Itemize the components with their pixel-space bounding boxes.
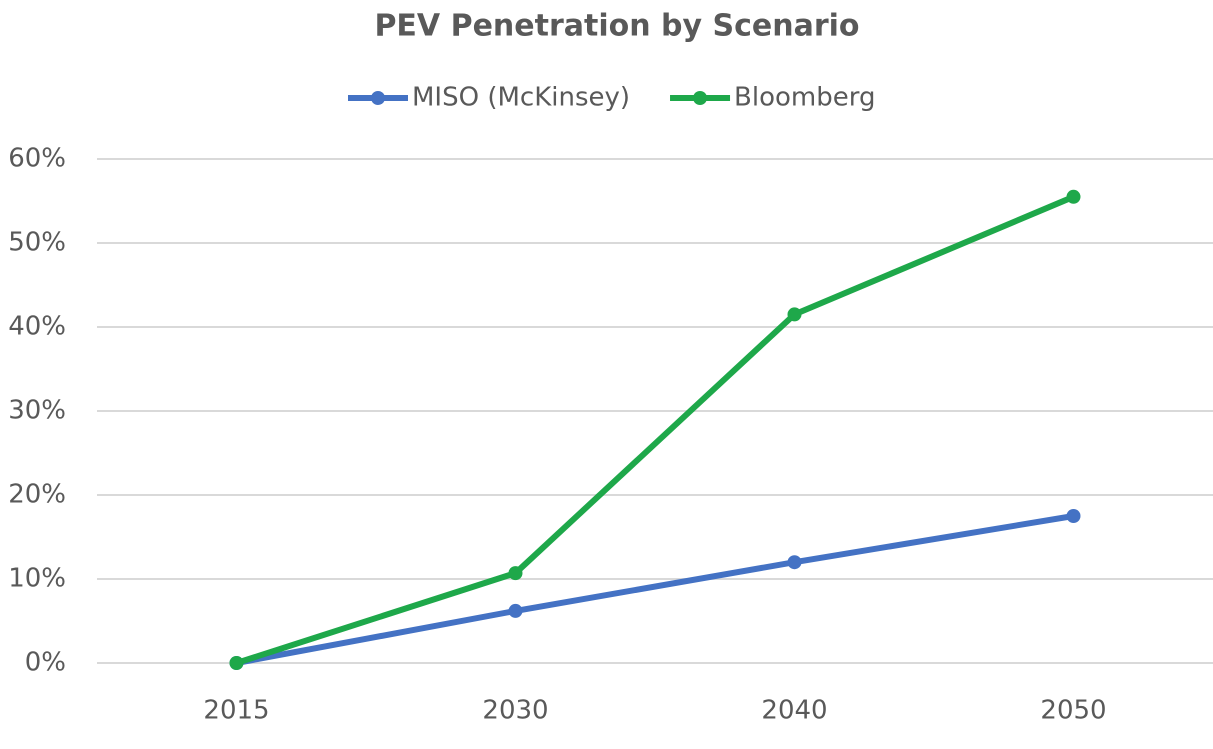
data-point [787, 555, 802, 570]
data-point [508, 603, 523, 618]
data-point [1066, 189, 1081, 204]
x-tick-label: 2040 [761, 696, 827, 726]
y-tick-label: 30% [8, 396, 66, 426]
x-tick-label: 2050 [1040, 696, 1106, 726]
y-tick-label: 50% [8, 228, 66, 258]
chart-title: PEV Penetration by Scenario [374, 9, 859, 44]
data-point [508, 566, 523, 581]
y-tick-label: 10% [8, 564, 66, 594]
legend-marker [693, 91, 708, 105]
data-point [1066, 509, 1081, 523]
legend-label: MISO (McKinsey) [412, 83, 630, 113]
x-tick-label: 2015 [203, 696, 269, 726]
legend-label: Bloomberg [734, 83, 875, 113]
x-tick-label: 2030 [482, 696, 548, 726]
y-tick-label: 60% [8, 144, 66, 174]
series-line [235, 194, 1075, 666]
y-tick-label: 20% [8, 480, 66, 510]
data-point [787, 307, 802, 322]
data-point [229, 656, 244, 670]
y-tick-label: 40% [8, 312, 66, 342]
y-tick-label: 0% [25, 648, 66, 678]
legend-marker [371, 91, 385, 105]
series-line [235, 513, 1074, 666]
